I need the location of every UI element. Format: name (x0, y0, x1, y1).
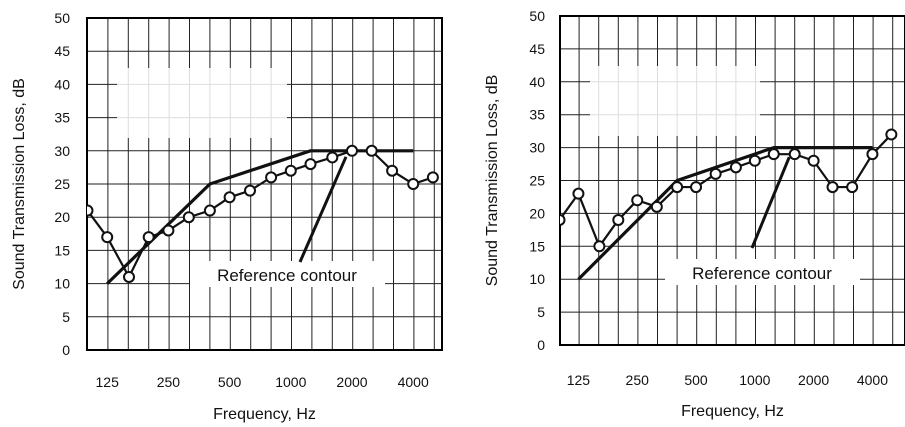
data-point (612, 213, 625, 226)
measured-series-line (560, 133, 893, 249)
data-point (346, 144, 359, 157)
scan-artifact (590, 66, 760, 136)
data-point (386, 164, 399, 177)
y-tick-label: 40 (54, 76, 70, 92)
grid (87, 17, 442, 351)
data-point (709, 167, 722, 180)
scan-artifact (117, 68, 287, 138)
x-tick-label: 125 (96, 374, 120, 390)
x-tick-label: 4000 (398, 374, 429, 390)
x-tick-label: 2000 (798, 372, 829, 388)
data-point (560, 214, 566, 226)
data-point (304, 158, 317, 171)
data-point (426, 171, 439, 184)
data-point (748, 154, 761, 167)
y-tick-label: 20 (529, 205, 545, 221)
data-point (87, 204, 94, 217)
y-tick-label: 50 (529, 8, 545, 24)
plot-frame (86, 17, 443, 351)
x-tick-label: 500 (684, 372, 708, 388)
x-axis-title: Frequency, Hz (213, 406, 316, 423)
reference-contour-annotation: Reference contour (692, 264, 832, 283)
y-tick-label: 0 (537, 337, 545, 353)
data-point (631, 194, 644, 207)
x-axis-title: Frequency, Hz (681, 403, 784, 420)
y-tick-label: 35 (529, 107, 545, 123)
y-axis-title: Sound Transmission Loss, dB (11, 78, 28, 290)
left-chart-panel: 0 5 10 15 20 25 30 35 40 45 50 125 250 500 1000 2000 400… (11, 10, 443, 423)
data-point (265, 171, 278, 184)
data-point (826, 181, 839, 194)
data-point (767, 148, 780, 161)
data-point (182, 211, 195, 224)
y-tick-label: 50 (54, 10, 70, 26)
data-point (807, 154, 820, 167)
grid (559, 15, 905, 346)
data-point (866, 148, 879, 161)
data-point (162, 224, 175, 237)
annotation-background (665, 259, 860, 285)
y-tick-label: 45 (529, 41, 545, 57)
y-tick-label: 25 (529, 173, 545, 189)
right-chart-panel: 0 5 10 15 20 25 30 35 40 45 50 125 250 500 1000 2000 400… (484, 8, 905, 420)
annotation-background (190, 261, 385, 287)
data-point (122, 270, 135, 283)
data-point (572, 187, 585, 200)
data-point (326, 151, 339, 164)
y-tick-label: 25 (54, 176, 70, 192)
measured-series-line (87, 149, 434, 280)
y-tick-label: 5 (537, 304, 545, 320)
data-point (203, 204, 216, 217)
x-tick-label: 500 (218, 374, 242, 390)
x-tick-label: 250 (157, 374, 181, 390)
y-tick-label: 30 (54, 143, 70, 159)
data-point (690, 181, 703, 194)
data-point (671, 181, 684, 194)
reference-contour-line (577, 146, 873, 281)
y-tick-label: 10 (54, 276, 70, 292)
data-point (729, 161, 742, 174)
data-point (846, 181, 859, 194)
x-tick-label: 2000 (336, 374, 367, 390)
annotation-pointer (298, 156, 348, 263)
data-point (650, 200, 663, 213)
x-tick-label: 1000 (275, 374, 306, 390)
y-tick-label: 10 (529, 271, 545, 287)
annotation-pointer (750, 156, 791, 249)
data-point (284, 164, 297, 177)
x-tick-label: 125 (567, 372, 591, 388)
y-tick-label: 5 (62, 309, 70, 325)
data-point (101, 231, 114, 244)
data-point (223, 191, 236, 204)
data-point (142, 231, 155, 244)
data-point (244, 184, 257, 197)
data-point (885, 128, 898, 141)
y-tick-label: 35 (54, 110, 70, 126)
y-tick-label: 0 (62, 342, 70, 358)
y-axis-title: Sound Transmission Loss, dB (484, 75, 501, 287)
y-tick-label: 15 (54, 242, 70, 258)
data-point (593, 240, 606, 253)
data-point (788, 148, 801, 161)
y-tick-label: 45 (54, 43, 70, 59)
reference-contour-annotation: Reference contour (217, 266, 357, 285)
y-tick-label: 15 (529, 238, 545, 254)
plot-frame (559, 15, 905, 346)
x-tick-label: 1000 (739, 372, 770, 388)
data-point (365, 144, 378, 157)
y-tick-label: 40 (529, 74, 545, 90)
y-tick-label: 30 (529, 140, 545, 156)
x-tick-label: 250 (626, 372, 650, 388)
data-point (407, 178, 420, 190)
x-tick-label: 4000 (857, 372, 888, 388)
y-tick-label: 20 (54, 209, 70, 225)
